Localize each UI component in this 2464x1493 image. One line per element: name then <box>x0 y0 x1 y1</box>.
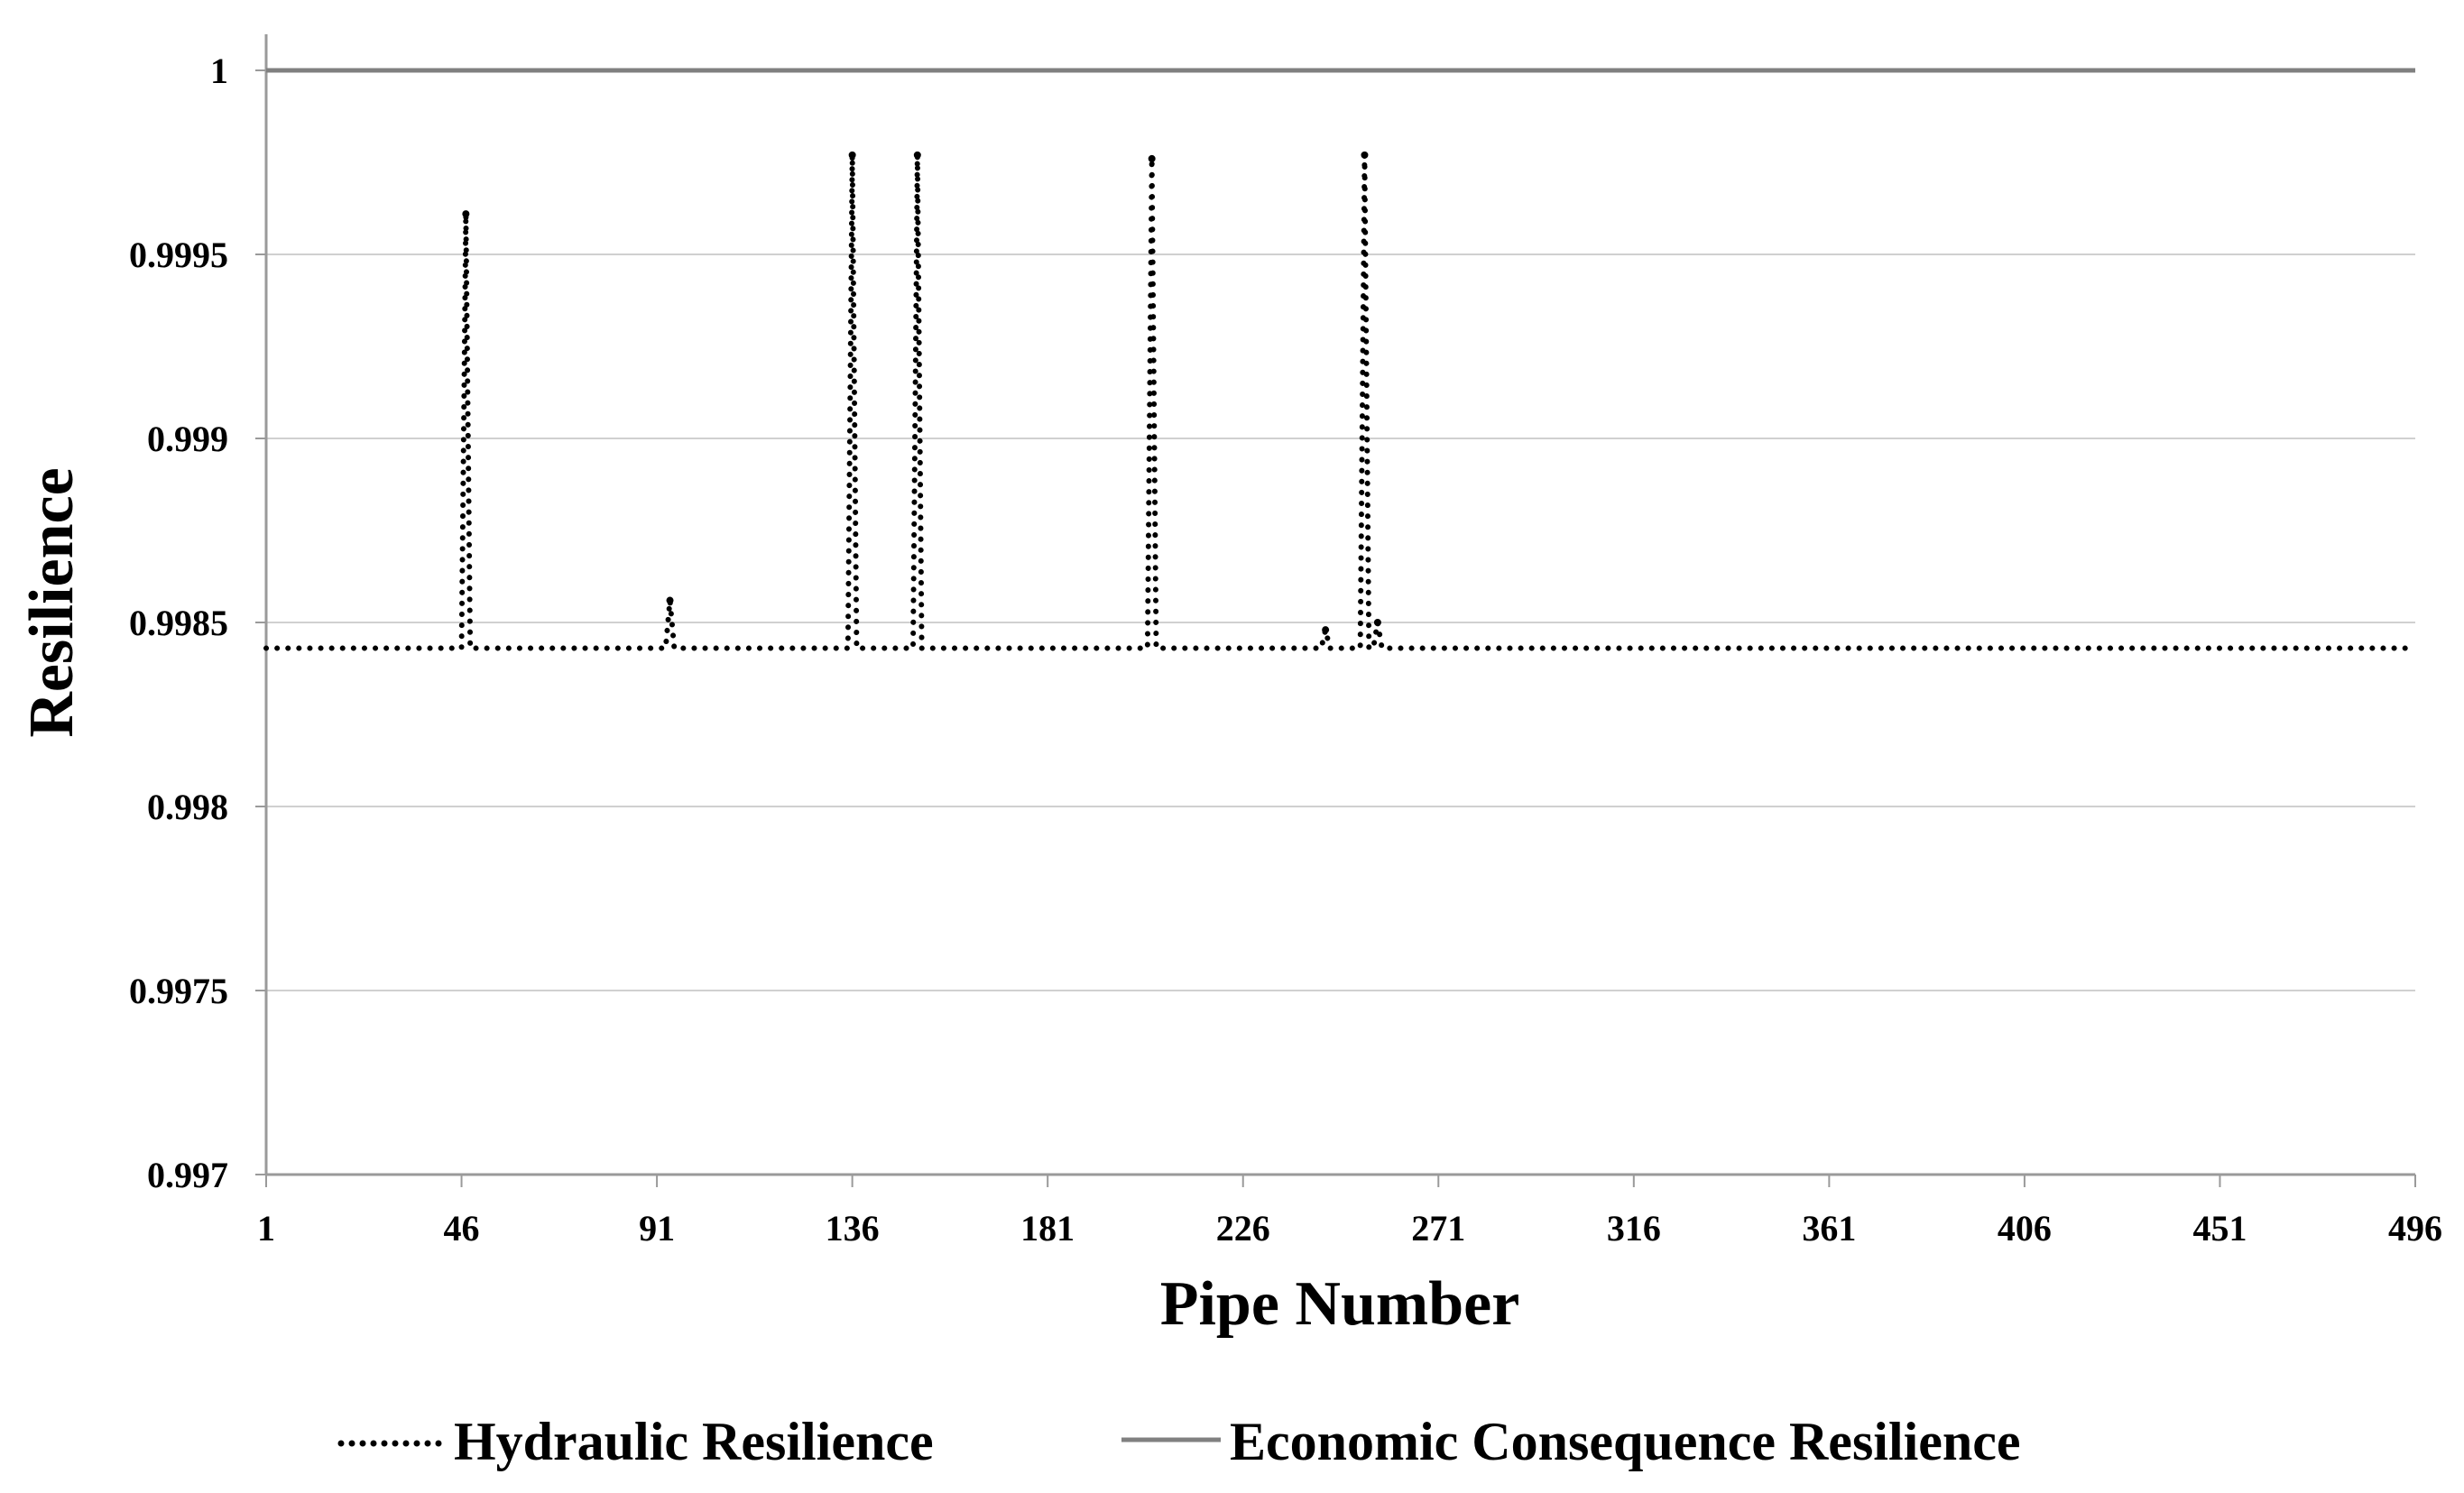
legend-dot <box>359 1440 366 1447</box>
hydraulic-peak-point <box>1361 151 1369 159</box>
y-axis-title: Resilience <box>17 467 87 737</box>
legend-item-economic: Economic Consequence Resilience <box>1121 1412 2021 1471</box>
y-tick-label: 0.997 <box>147 1155 228 1195</box>
y-tick-labels: 0.997 0.9975 0.998 0.9985 0.999 0.9995 1 <box>129 51 228 1195</box>
legend-dot <box>348 1440 355 1447</box>
legend-item-hydraulic: Hydraulic Resilience <box>337 1412 934 1471</box>
hydraulic-peak-point <box>848 151 856 159</box>
gridlines <box>266 69 2415 1175</box>
y-tick-label: 1 <box>210 51 228 91</box>
y-tick-label: 0.9985 <box>129 603 228 643</box>
legend-dot <box>392 1440 399 1447</box>
y-tick-label: 0.9975 <box>129 971 228 1011</box>
hydraulic-peak-point <box>666 596 674 604</box>
hydraulic-peak-point <box>1322 626 1330 634</box>
legend-dot <box>424 1440 431 1447</box>
x-axis-title: Pipe Number <box>1160 1269 1520 1339</box>
legend-label-economic: Economic Consequence Resilience <box>1230 1412 2021 1471</box>
x-tick-labels: 1 46 91 136 181 226 271 316 361 406 451 496 <box>257 1208 2442 1249</box>
x-tick-label: 451 <box>2192 1208 2247 1249</box>
y-tick-label: 0.998 <box>147 787 228 827</box>
series-hydraulic-line <box>263 152 2418 651</box>
x-tick-label: 271 <box>1411 1208 1465 1249</box>
y-tick-label: 0.999 <box>147 419 228 459</box>
legend: Hydraulic Resilience Economic Consequenc… <box>337 1412 2021 1471</box>
x-tick-label: 46 <box>444 1208 480 1249</box>
x-tick-label: 316 <box>1607 1208 1661 1249</box>
hydraulic-peak-point <box>1148 154 1156 162</box>
x-tick-label: 181 <box>1020 1208 1075 1249</box>
axes <box>255 34 2416 1187</box>
legend-dotted-line-swatch <box>337 1440 442 1447</box>
legend-dot <box>337 1440 345 1447</box>
y-tick-label: 0.9995 <box>129 235 228 275</box>
series-layer <box>263 68 2418 651</box>
legend-dot <box>435 1440 442 1447</box>
legend-label-hydraulic: Hydraulic Resilience <box>454 1412 934 1471</box>
x-tick-label: 361 <box>1802 1208 1856 1249</box>
x-tick-label: 496 <box>2388 1208 2442 1249</box>
x-tick-label: 1 <box>257 1208 275 1249</box>
hydraulic-peak-point <box>913 151 921 159</box>
hydraulic-peak-point <box>1373 619 1381 626</box>
x-tick-label: 91 <box>639 1208 675 1249</box>
x-tick-label: 136 <box>826 1208 880 1249</box>
legend-dot <box>402 1440 410 1447</box>
legend-dot <box>381 1440 388 1447</box>
x-tick-label: 226 <box>1216 1208 1270 1249</box>
legend-dot <box>413 1440 420 1447</box>
x-tick-label: 406 <box>1998 1208 2052 1249</box>
legend-dot <box>370 1440 377 1447</box>
hydraulic-peak-point <box>462 210 470 218</box>
